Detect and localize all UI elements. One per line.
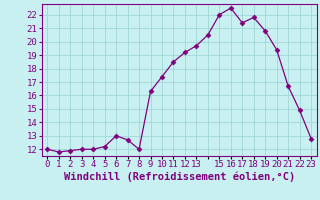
X-axis label: Windchill (Refroidissement éolien,°C): Windchill (Refroidissement éolien,°C): [64, 172, 295, 182]
